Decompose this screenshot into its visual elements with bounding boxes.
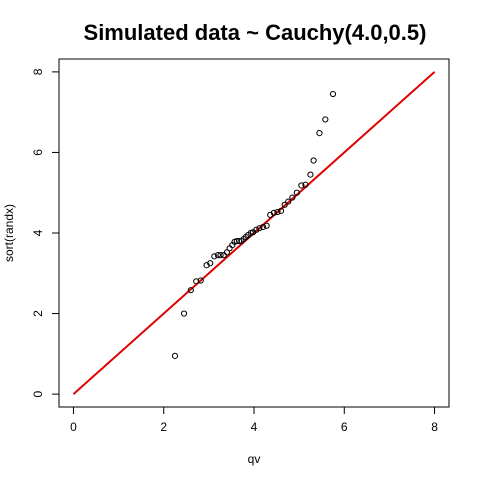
y-tick-label: 6 bbox=[31, 149, 45, 156]
data-point bbox=[277, 207, 285, 214]
y-axis-label: sort(randx) bbox=[2, 204, 16, 262]
y-tick-label: 8 bbox=[31, 68, 45, 75]
data-point bbox=[193, 278, 200, 285]
reference-line-layer bbox=[72, 71, 436, 395]
data-point bbox=[233, 237, 240, 245]
data-point bbox=[307, 171, 314, 178]
data-point bbox=[263, 222, 270, 229]
y-tick-label: 4 bbox=[31, 229, 45, 236]
x-tick-label: 8 bbox=[431, 420, 438, 434]
data-point bbox=[253, 226, 260, 233]
data-point bbox=[310, 157, 317, 164]
data-point bbox=[322, 116, 329, 123]
data-point bbox=[217, 252, 224, 259]
data-point bbox=[197, 277, 204, 284]
data-point bbox=[259, 223, 267, 231]
data-point bbox=[180, 310, 188, 317]
data-point bbox=[281, 201, 288, 208]
data-point bbox=[270, 209, 277, 216]
data-point bbox=[293, 189, 300, 196]
data-point bbox=[316, 130, 323, 137]
data-point bbox=[302, 181, 309, 188]
x-axis-label: qv bbox=[248, 452, 261, 466]
data-point bbox=[285, 198, 292, 205]
data-point bbox=[256, 225, 263, 232]
data-point bbox=[329, 90, 337, 98]
x-tick-label: 4 bbox=[251, 420, 258, 434]
data-point bbox=[207, 260, 214, 267]
data-point bbox=[187, 287, 194, 294]
data-point bbox=[298, 182, 305, 189]
data-point bbox=[220, 252, 227, 259]
data-point bbox=[274, 208, 281, 216]
data-point bbox=[214, 252, 221, 259]
y-tick-label: 0 bbox=[31, 390, 45, 397]
x-axis: 0 2 4 6 8 bbox=[70, 406, 438, 434]
x-tick-label: 2 bbox=[160, 420, 167, 434]
data-point bbox=[211, 253, 218, 260]
x-tick-label: 6 bbox=[341, 420, 348, 434]
data-point bbox=[289, 194, 296, 201]
y-axis: 0 2 4 6 8 bbox=[31, 68, 60, 397]
x-tick-label: 0 bbox=[70, 420, 77, 434]
reference-line bbox=[72, 71, 436, 395]
y-tick-label: 2 bbox=[31, 310, 45, 317]
chart-title: Simulated data ~ Cauchy(4.0,0.5) bbox=[84, 20, 427, 45]
points-layer bbox=[171, 90, 337, 359]
data-point bbox=[171, 352, 179, 359]
